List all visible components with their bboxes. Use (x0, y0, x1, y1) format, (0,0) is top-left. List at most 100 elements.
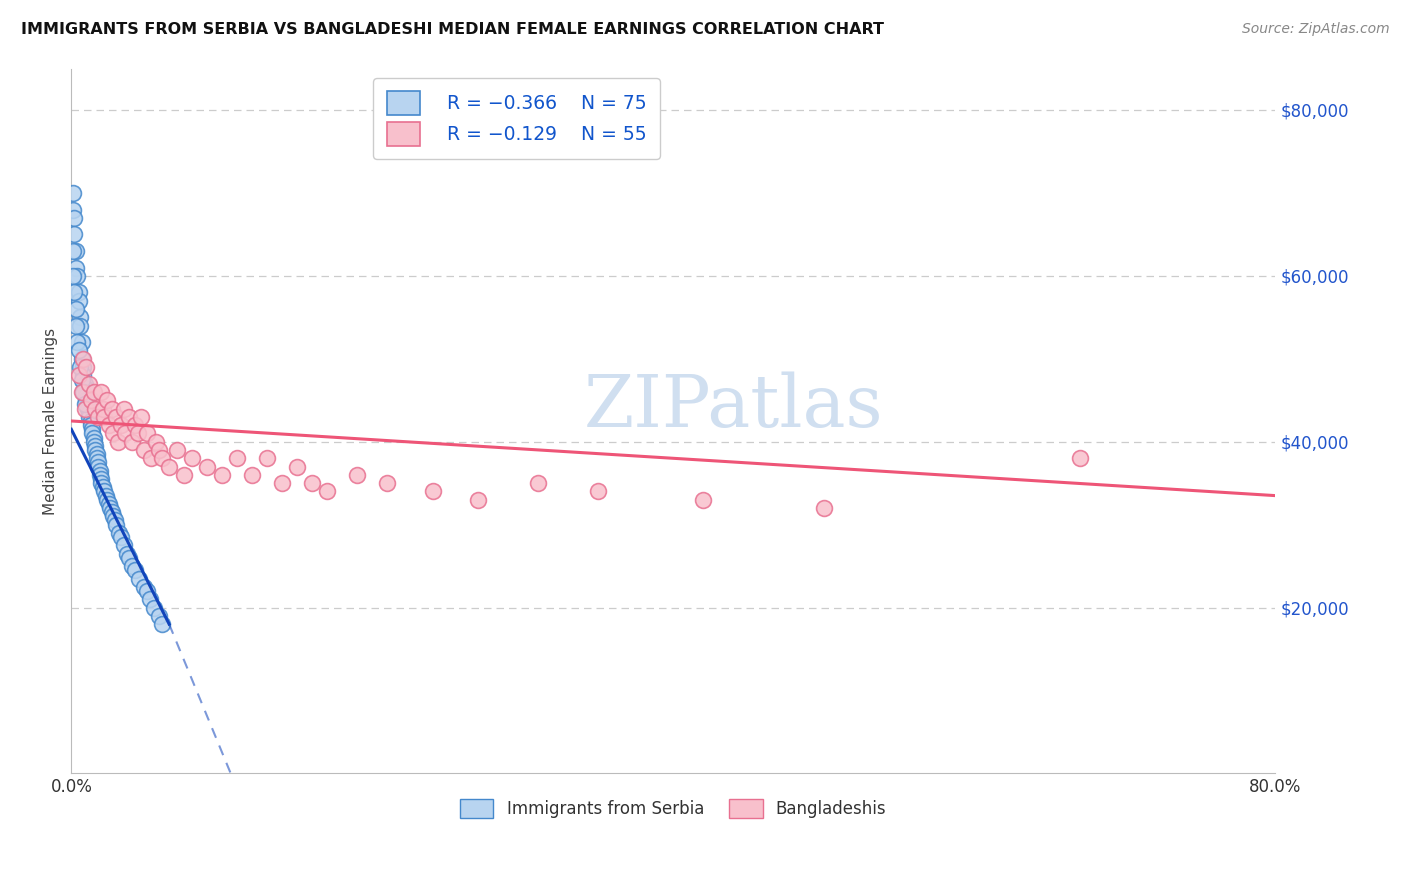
Point (107, 434, 129, 449)
Legend: Immigrants from Serbia, Bangladeshis: Immigrants from Serbia, Bangladeshis (454, 792, 893, 825)
Point (129, 409, 152, 424)
Point (143, 600, 166, 615)
Point (70, 384, 93, 399)
Point (104, 514, 127, 528)
Point (96, 492, 118, 507)
Point (90, 476, 112, 491)
Point (62, 244, 84, 258)
Point (65, 318, 87, 333)
Point (73, 381, 96, 395)
Point (527, 476, 550, 491)
Point (62, 186, 84, 200)
Point (87, 459, 110, 474)
Point (83, 384, 105, 399)
Point (72, 351, 94, 366)
Point (173, 467, 195, 482)
Point (422, 484, 444, 499)
Point (89, 464, 111, 478)
Point (150, 617, 173, 632)
Y-axis label: Median Female Earnings: Median Female Earnings (44, 327, 58, 515)
Point (145, 434, 167, 449)
Point (79, 409, 101, 424)
Point (90, 472, 112, 486)
Point (132, 580, 155, 594)
Point (75, 384, 97, 399)
Point (94, 489, 117, 503)
Point (105, 517, 128, 532)
Point (72, 384, 94, 399)
Point (103, 426, 125, 441)
Point (135, 584, 157, 599)
Point (1069, 451, 1091, 466)
Point (82, 426, 104, 441)
Point (93, 409, 115, 424)
Point (127, 426, 149, 441)
Point (66, 268, 89, 283)
Point (83, 431, 105, 445)
Point (115, 547, 138, 561)
Point (80, 418, 103, 433)
Point (211, 467, 233, 482)
Point (135, 426, 157, 441)
Point (166, 442, 188, 457)
Point (80, 414, 103, 428)
Point (128, 572, 150, 586)
Point (63, 211, 86, 225)
Point (65, 260, 87, 275)
Point (75, 389, 97, 403)
Point (89, 467, 111, 482)
Point (73, 397, 96, 411)
Point (86, 447, 108, 461)
Point (76, 401, 98, 416)
Point (112, 401, 135, 416)
Point (225, 451, 247, 466)
Point (73, 376, 96, 391)
Text: Source: ZipAtlas.com: Source: ZipAtlas.com (1241, 22, 1389, 37)
Point (63, 285, 86, 300)
Point (67, 343, 90, 358)
Point (93, 484, 115, 499)
Point (72, 360, 94, 375)
Point (121, 434, 143, 449)
Point (82, 422, 104, 436)
Point (240, 467, 263, 482)
Point (316, 484, 339, 499)
Point (62, 202, 84, 217)
Point (100, 501, 122, 516)
Point (84, 439, 107, 453)
Point (79, 376, 101, 391)
Point (148, 608, 170, 623)
Point (63, 227, 86, 242)
Point (86, 451, 108, 466)
Point (67, 293, 90, 308)
Point (103, 509, 125, 524)
Point (91, 401, 114, 416)
Point (124, 563, 146, 577)
Point (180, 451, 202, 466)
Point (117, 550, 139, 565)
Point (467, 492, 489, 507)
Point (70, 351, 93, 366)
Point (117, 409, 139, 424)
Point (69, 310, 91, 325)
Point (586, 484, 609, 499)
Point (114, 426, 136, 441)
Point (76, 397, 98, 411)
Point (62, 268, 84, 283)
Point (79, 406, 101, 420)
Point (65, 301, 87, 316)
Point (346, 467, 368, 482)
Point (84, 442, 107, 457)
Point (80, 393, 103, 408)
Text: IMMIGRANTS FROM SERBIA VS BANGLADESHI MEDIAN FEMALE EARNINGS CORRELATION CHART: IMMIGRANTS FROM SERBIA VS BANGLADESHI ME… (21, 22, 884, 37)
Point (301, 476, 323, 491)
Point (271, 476, 294, 491)
Point (195, 459, 218, 474)
Point (101, 401, 124, 416)
Point (87, 455, 110, 469)
Point (138, 592, 160, 607)
Point (97, 418, 120, 433)
Point (256, 451, 278, 466)
Point (70, 372, 93, 386)
Point (148, 442, 170, 457)
